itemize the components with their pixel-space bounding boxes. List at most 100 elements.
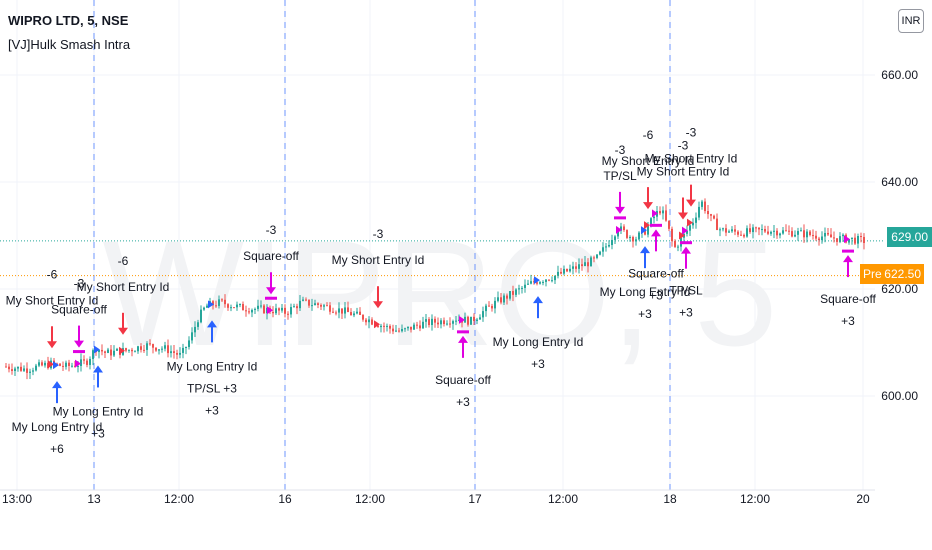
candle [188,340,190,348]
signal-label: My Short Entry Id [637,165,730,179]
candle [320,304,322,307]
symbol-title[interactable]: WIPRO LTD, 5, NSE [8,13,129,28]
candle [179,352,181,355]
candle [857,236,859,244]
time-tick-label: 12:00 [164,492,194,506]
candle [236,304,238,308]
signal-marker [534,276,540,285]
candle [278,308,280,311]
signal-exit[interactable]: -3 Square-off [51,277,108,368]
candle [692,222,694,226]
candle [635,239,637,242]
candle [20,366,22,371]
candle [419,325,421,329]
signal-long[interactable]: My Long Entry Id +3 [53,345,144,440]
candle [704,201,706,212]
candle [107,349,109,353]
candle [386,325,388,327]
candle [593,257,595,259]
signal-label: +3 [91,426,105,440]
candle [764,229,766,232]
candle [431,318,433,326]
candle [620,226,622,231]
signal-label: -6 [47,267,58,281]
candle [296,306,298,309]
short-arrow-head [678,212,688,220]
candle [713,215,715,219]
candle [785,230,787,232]
candle [629,237,631,239]
candle [392,328,394,332]
signal-exit[interactable]: Square-off +3 [628,209,685,302]
candle [134,351,136,353]
signal-label: Square-off [51,303,107,317]
candle [206,305,208,308]
candle [443,320,445,325]
candle [452,321,454,324]
signal-label: +3 [205,403,219,417]
candle [809,231,811,236]
candle [284,307,286,314]
signal-exit[interactable]: Square-off +3 [820,235,877,328]
signal-long[interactable]: My Long Entry Id TP/SL +3 +3 [167,300,258,417]
currency-button[interactable]: INR [898,9,924,33]
candle [797,231,799,235]
signal-exit[interactable]: Square-off +3 [435,315,492,409]
candle [128,349,130,351]
signal-label: My Long Entry Id [53,404,144,418]
candle [242,304,244,311]
signal-short[interactable]: -6 My Short Entry Id [602,128,695,230]
indicator-name[interactable]: [VJ]Hulk Smash Intra [8,37,131,52]
candle [62,365,64,367]
signal-long[interactable]: My Long Entry Id +6 [12,361,103,456]
signal-short[interactable]: -3My Short Entry Id [645,126,738,227]
candle [116,348,118,351]
candle [167,345,169,354]
candle [824,232,826,237]
short-arrow-head [47,341,57,349]
signal-label: +3 [531,357,545,371]
candle [248,311,250,313]
candle [77,365,79,367]
candle [581,264,583,267]
signal-marker [682,226,688,235]
candle [617,230,619,237]
signal-marker [679,231,685,240]
candle [668,220,670,229]
candle [464,316,466,323]
signal-exit[interactable]: -3 Square-off [243,223,300,315]
signal-label: Square-off [243,249,299,263]
signal-short[interactable]: -6 My Short Entry Id [77,254,170,355]
signal-marker [687,218,693,227]
candle [584,262,586,267]
signal-long[interactable]: My Long Entry Id+3 [600,226,691,321]
candle [491,305,493,309]
long-arrow-head [207,320,217,328]
candle [35,365,37,371]
candle [92,350,94,359]
candle [251,309,253,313]
candle [32,370,34,372]
signal-exit[interactable]: -3 TP/SL [603,143,637,234]
signal-marker [652,209,658,218]
signal-label: -3 [678,139,689,153]
signal-marker [53,361,59,370]
signal-marker [616,225,622,234]
candle [674,241,676,247]
candle [731,229,733,232]
candle [707,211,709,215]
candle [398,330,400,332]
price-tick-label: 640.00 [881,175,918,189]
candle [530,281,532,284]
signal-exit[interactable]: TP/SL +3 [669,226,703,320]
candle [329,305,331,312]
candle [71,365,73,367]
candle [854,237,856,244]
signal-short[interactable]: -6 My Short Entry Id [6,267,99,369]
candle [194,326,196,333]
signal-short[interactable]: -3My Short Entry Id [332,227,425,329]
candle [410,326,412,330]
signal-short[interactable]: -3 My Short Entry Id [637,139,730,240]
signal-long[interactable]: My Long Entry Id+3 [493,276,584,371]
